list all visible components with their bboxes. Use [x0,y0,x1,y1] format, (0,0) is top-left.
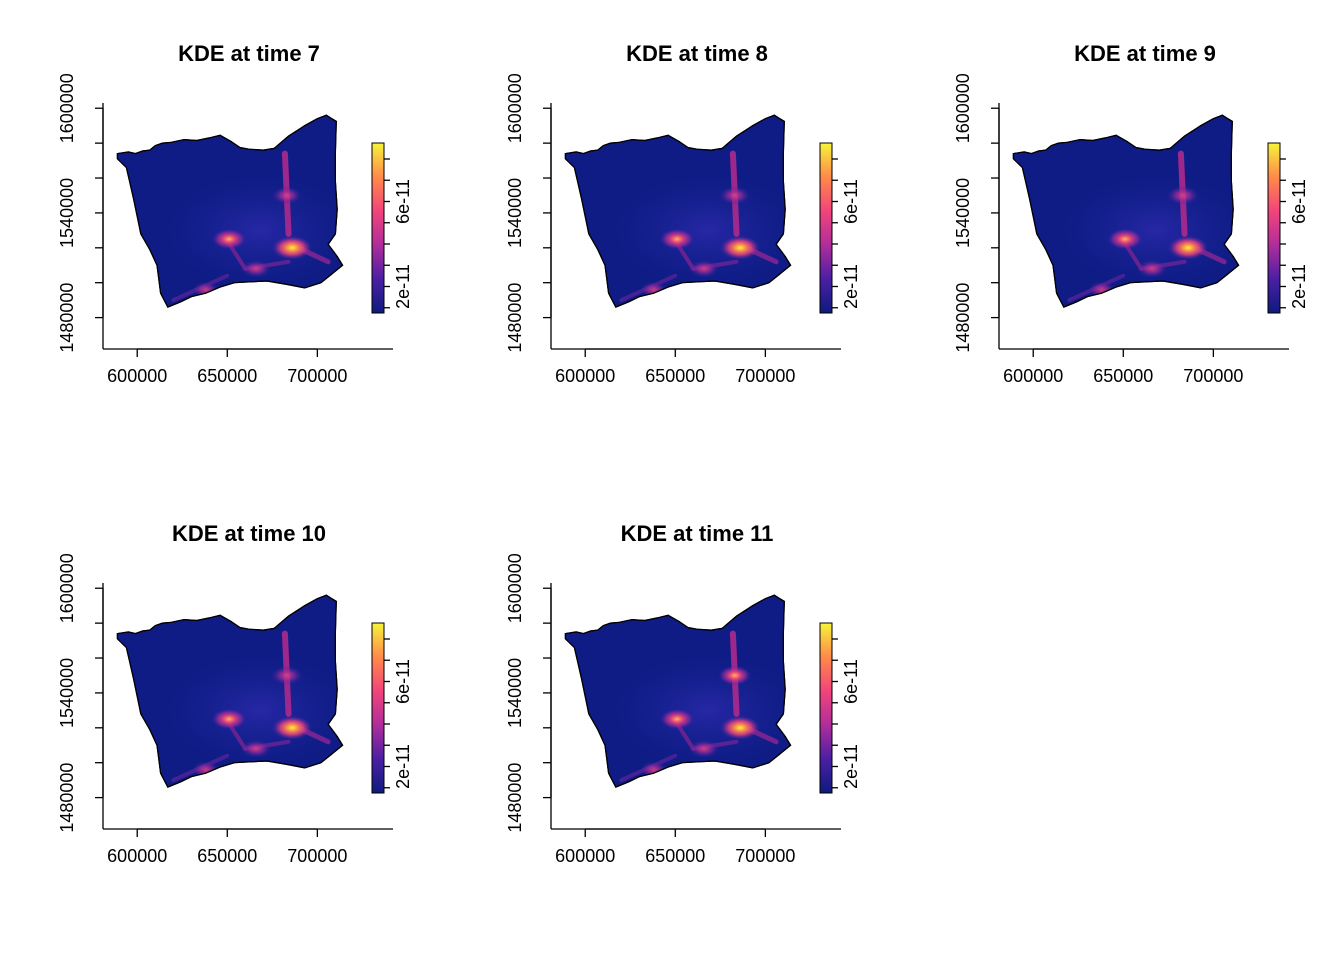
density-hotspot [689,260,719,278]
y-tick-label: 1540000 [505,658,525,728]
colorbar-frame [371,142,385,314]
density-hotspot [272,235,313,260]
density-glow [612,655,791,766]
colorbar-frame [819,142,833,314]
y-tick-label: 1600000 [57,73,77,143]
panel-title: KDE at time 10 [172,521,326,546]
region-outline [116,594,344,788]
y-tick-label: 1480000 [505,283,525,353]
region-outline [116,114,344,308]
density-hotspot [1168,235,1209,260]
density-hotspot [1137,259,1168,278]
density-hotspot [271,186,302,205]
density-hotspot [241,739,272,758]
colorbar [1268,143,1280,313]
colorbar-tick-label: 6e-11 [841,659,861,704]
y-tick-label: 1600000 [953,73,973,143]
density-layer [1060,150,1239,303]
colorbar [372,623,384,793]
colorbar-frame [1267,142,1281,314]
x-tick-label: 650000 [197,366,257,386]
colorbar-tick-label: 2e-11 [393,744,413,789]
colorbar-tick-label: 6e-11 [393,659,413,704]
x-tick-label: 600000 [107,366,167,386]
density-hotspot [270,665,303,686]
x-tick-label: 600000 [107,846,167,866]
density-glow [1060,175,1239,286]
x-tick-label: 600000 [555,366,615,386]
y-tick-label: 1480000 [505,763,525,833]
colorbar-tick-label: 2e-11 [393,264,413,309]
panel-3: KDE at time 9 600000 650000 700000 1480000 15… [953,41,1309,386]
y-tick-label: 1480000 [953,283,973,353]
y-tick-label: 1540000 [953,178,973,248]
colorbar-tick-label: 6e-11 [393,179,413,224]
density-layer [612,150,791,303]
density-layer [164,150,343,303]
panel-title: KDE at time 11 [621,521,774,546]
x-tick-label: 700000 [287,846,347,866]
y-tick-label: 1600000 [57,553,77,623]
y-tick-label: 1480000 [57,283,77,353]
colorbar-tick-label: 6e-11 [1289,179,1309,224]
density-hotspot [720,235,761,260]
y-tick-label: 1540000 [505,178,525,248]
x-tick-label: 650000 [645,366,705,386]
density-hotspot [689,739,720,758]
x-tick-label: 600000 [1003,366,1063,386]
density-hotspot [211,708,247,730]
x-tick-label: 700000 [1183,366,1243,386]
density-hotspot [719,186,751,205]
y-tick-label: 1540000 [57,658,77,728]
y-tick-label: 1600000 [505,553,525,623]
x-tick-label: 700000 [735,366,795,386]
y-tick-label: 1600000 [505,73,525,143]
colorbar-tick-label: 2e-11 [1289,264,1309,309]
region-outline [564,114,792,308]
panel-2: KDE at time 8 600000 650000 700000 1480000 15… [505,41,861,386]
y-tick-label: 1540000 [57,178,77,248]
x-tick-label: 650000 [197,846,257,866]
x-tick-label: 700000 [735,846,795,866]
density-glow [164,655,343,766]
panel-title: KDE at time 7 [178,41,320,66]
density-glow [612,175,791,286]
colorbar [820,143,832,313]
density-hotspot [659,228,695,250]
density-hotspot [212,228,247,250]
x-tick-label: 650000 [645,846,705,866]
density-layer [612,630,791,783]
density-hotspot [660,708,695,730]
panel-5: KDE at time 11 600000 650000 700000 1480000 1… [505,521,861,866]
colorbar-tick-label: 6e-11 [841,179,861,224]
density-hotspot [720,715,761,740]
x-tick-label: 600000 [555,846,615,866]
colorbar [820,623,832,793]
colorbar-tick-label: 2e-11 [841,264,861,309]
region-outline [564,594,792,788]
density-glow [164,175,343,286]
density-hotspot [718,665,751,686]
y-tick-label: 1480000 [57,763,77,833]
colorbar [372,143,384,313]
density-hotspot [272,715,313,740]
density-hotspot [241,260,271,278]
density-hotspot [1166,185,1199,206]
panel-title: KDE at time 8 [626,41,768,66]
x-tick-label: 700000 [287,366,347,386]
panel-title: KDE at time 9 [1074,41,1216,66]
density-hotspot [1107,228,1143,250]
panel-1: KDE at time 7 600000 650000 700000 1480000 15… [57,41,413,386]
colorbar-frame [819,622,833,794]
region-outline [1012,114,1240,308]
panel-4: KDE at time 10 600000 650000 700000 1480000 1… [57,521,413,866]
colorbar-tick-label: 2e-11 [841,744,861,789]
colorbar-frame [371,622,385,794]
x-tick-label: 650000 [1093,366,1153,386]
